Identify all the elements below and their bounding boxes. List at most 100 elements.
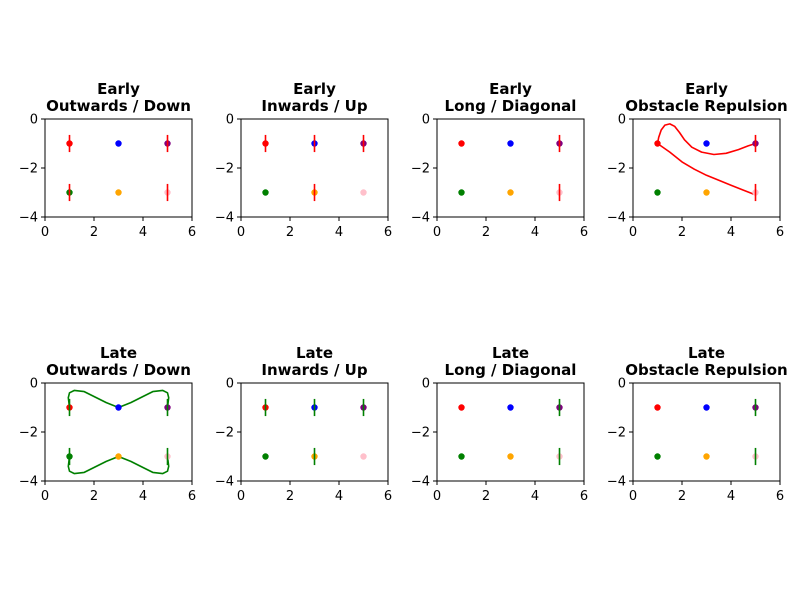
x-tick-label: 6 [580, 225, 588, 240]
x-tick-label: 0 [237, 225, 245, 240]
x-tick-label: 6 [776, 225, 784, 240]
x-tick-label: 2 [90, 225, 98, 240]
data-point [654, 404, 661, 411]
y-tick-label: −4 [19, 475, 38, 490]
x-tick-label: 2 [482, 489, 490, 504]
data-point [703, 404, 710, 411]
subplot-title-line: Late [492, 344, 529, 362]
data-point [458, 453, 465, 460]
x-tick-label: 2 [482, 225, 490, 240]
x-tick-label: 0 [237, 489, 245, 504]
data-point [458, 404, 465, 411]
y-tick-label: 0 [618, 377, 626, 392]
x-tick-label: 4 [139, 489, 147, 504]
subplot-title-line: Early [97, 80, 140, 98]
y-tick-label: −4 [607, 475, 626, 490]
x-tick-label: 6 [384, 489, 392, 504]
y-tick-label: 0 [618, 113, 626, 128]
data-point [115, 404, 122, 411]
axes-frame [436, 382, 585, 482]
y-tick-label: −2 [19, 426, 38, 441]
y-tick-label: −2 [411, 426, 430, 441]
data-point [115, 189, 122, 196]
y-tick-label: −2 [215, 426, 234, 441]
x-tick-label: 4 [335, 225, 343, 240]
subplot-title-line: Outwards / Down [46, 97, 191, 115]
axes-frame [632, 382, 781, 482]
y-tick-label: −2 [215, 162, 234, 177]
x-tick-label: 0 [433, 225, 441, 240]
subplot-title-line: Inwards / Up [261, 361, 367, 379]
y-tick-label: −4 [215, 475, 234, 490]
x-tick-label: 4 [531, 489, 539, 504]
y-tick-label: −2 [411, 162, 430, 177]
subplot-title-line: Early [489, 80, 532, 98]
x-tick-label: 2 [286, 225, 294, 240]
x-tick-label: 6 [776, 489, 784, 504]
y-tick-label: −4 [411, 211, 430, 226]
x-tick-label: 6 [188, 225, 196, 240]
data-point [458, 140, 465, 147]
subplot-title-line: Outwards / Down [46, 361, 191, 379]
x-tick-label: 4 [727, 225, 735, 240]
x-tick-label: 0 [41, 489, 49, 504]
y-tick-label: 0 [226, 377, 234, 392]
subplot-title-line: Late [296, 344, 333, 362]
data-point [703, 189, 710, 196]
x-tick-label: 0 [433, 489, 441, 504]
x-tick-label: 6 [188, 489, 196, 504]
x-tick-label: 6 [580, 489, 588, 504]
subplot-title-line: Late [100, 344, 137, 362]
data-point [507, 189, 514, 196]
x-tick-label: 2 [90, 489, 98, 504]
subplot-title-line: Obstacle Repulsion [625, 97, 787, 115]
y-tick-label: −2 [607, 162, 626, 177]
y-tick-label: 0 [422, 377, 430, 392]
axes-frame [44, 118, 193, 218]
trajectory-line [657, 142, 756, 196]
axes-frame [240, 382, 389, 482]
x-tick-label: 4 [335, 489, 343, 504]
subplot-title-line: Long / Diagonal [445, 97, 577, 115]
data-point [654, 140, 661, 147]
data-point [654, 453, 661, 460]
axes-frame [240, 118, 389, 218]
data-point [458, 189, 465, 196]
y-tick-label: −4 [215, 211, 234, 226]
subplot-title-line: Inwards / Up [261, 97, 367, 115]
data-point [262, 453, 269, 460]
subplot-title-line: Long / Diagonal [445, 361, 577, 379]
axes-frame [436, 118, 585, 218]
trajectory-line [656, 123, 756, 156]
y-tick-label: 0 [422, 113, 430, 128]
x-tick-label: 4 [531, 225, 539, 240]
data-point [262, 189, 269, 196]
x-tick-label: 0 [41, 225, 49, 240]
x-tick-label: 2 [286, 489, 294, 504]
x-tick-label: 6 [384, 225, 392, 240]
data-point [115, 140, 122, 147]
y-tick-label: 0 [226, 113, 234, 128]
x-tick-label: 0 [629, 489, 637, 504]
y-tick-label: 0 [30, 113, 38, 128]
data-point [360, 189, 367, 196]
x-tick-label: 0 [629, 225, 637, 240]
subplot-title-line: Early [293, 80, 336, 98]
x-tick-label: 4 [727, 489, 735, 504]
subplot-title-line: Late [688, 344, 725, 362]
axes-frame [632, 118, 781, 218]
data-point [115, 453, 122, 460]
data-point [507, 404, 514, 411]
subplot-title-line: Obstacle Repulsion [625, 361, 787, 379]
data-point [654, 189, 661, 196]
data-point [360, 453, 367, 460]
subplot-title-line: Early [685, 80, 728, 98]
